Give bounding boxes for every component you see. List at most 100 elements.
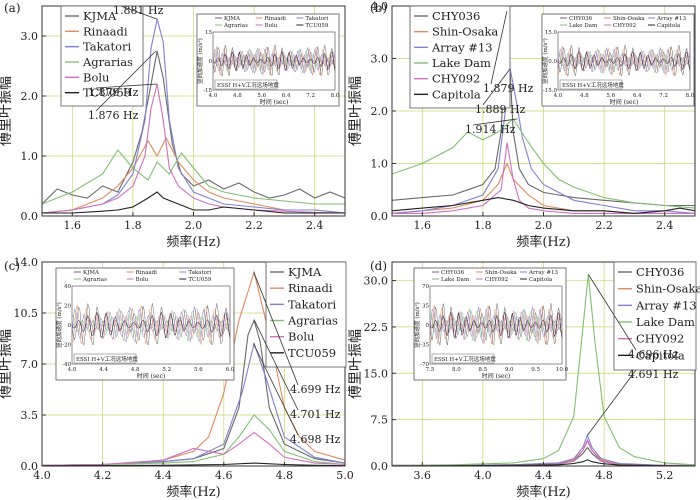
inset-y-axis-label: 竖向加速度 (m/s²) xyxy=(196,38,204,84)
x-tick-label: 4.8 xyxy=(276,469,294,482)
series-line-lake-dam xyxy=(391,274,696,466)
inset-plot: CHY036 Shin-Osaka Array #13 Lake Dam CHY092 C… xyxy=(413,267,569,381)
annotation-arrow xyxy=(472,118,518,126)
inset-waveform xyxy=(557,47,691,74)
y-tick-label: 1.0 xyxy=(21,150,39,163)
x-tick-label: 4.0 xyxy=(33,469,51,482)
inset-legend-label: KJMA xyxy=(83,270,100,276)
annotation-arrow xyxy=(587,369,637,436)
y-tick-label: 7.0 xyxy=(21,358,39,371)
inset-legend-label: Takatori xyxy=(188,270,211,276)
inset-x-tick-label: 9.5 xyxy=(531,367,540,373)
series-line-agrarias xyxy=(41,414,346,466)
inset-caption-box xyxy=(431,353,495,364)
series-line-chy092 xyxy=(392,142,695,214)
inset-y-tick-label: 40 xyxy=(64,284,71,290)
y-tick-label: 4.0 xyxy=(371,0,389,13)
legend-label: Shin-Osaka xyxy=(432,25,498,39)
panel-d: 3.6 4.0 4.4 4.8 5.2 0.0 7.5 15.0 22.5 30.0 频率(Hz) 傅… xyxy=(348,259,700,500)
inset-y-axis-label: 竖向加速度 (m/s²) xyxy=(541,38,549,84)
inset-legend-label: Rinaadi xyxy=(136,270,158,276)
y-tick-label: 22.5 xyxy=(364,321,389,334)
inset-y-tick-label: -35 xyxy=(420,343,429,349)
legend-label: Bolu xyxy=(288,330,314,344)
inset-x-tick-label: 6.4 xyxy=(633,93,642,99)
y-tick-label: 15.0 xyxy=(364,367,389,380)
legend-label: Rinaadi xyxy=(83,24,128,38)
legend-label: CHY036 xyxy=(432,9,480,23)
inset-x-axis-label: 时间 (sec) xyxy=(610,98,639,106)
inset-x-tick-label: 8.0 xyxy=(686,93,695,99)
x-axis-label: 频率(Hz) xyxy=(166,234,220,250)
inset-y-tick-label: -70 xyxy=(420,362,429,368)
inset-legend-label: Bolu xyxy=(265,23,278,29)
inset-waveform xyxy=(429,303,563,346)
inset-x-tick-label: 4.8 xyxy=(233,93,242,99)
inset-waveform xyxy=(557,46,691,75)
legend-label: CHY092 xyxy=(636,332,684,346)
inset-legend-label: Array #13 xyxy=(528,270,558,276)
legend-box xyxy=(613,261,697,371)
inset-waveform xyxy=(71,311,231,339)
x-tick-label: 1.6 xyxy=(414,219,432,232)
legend-label: TCU059 xyxy=(83,86,131,100)
inset-y-axis-label: 竖向加速度 (m/s²) xyxy=(55,302,63,348)
y-tick-label: 0.0 xyxy=(371,210,389,223)
inset-y-tick-label: -40 xyxy=(62,362,71,368)
series-line-tcu059 xyxy=(42,191,345,214)
inset-legend-label: Bolu xyxy=(136,277,149,283)
x-tick-label: 2.2 xyxy=(595,219,613,232)
legend-label: KJMA xyxy=(288,265,322,279)
annotation-arrow xyxy=(253,343,299,436)
y-tick-label: 3.0 xyxy=(371,53,389,66)
inset-x-axis-label: 时间 (sec) xyxy=(137,372,166,380)
x-tick-label: 3.6 xyxy=(414,469,432,482)
inset-y-tick-label: 0 xyxy=(68,323,72,329)
inset-plot: CHY036 Shin-Osaka Array #13 Lake Dam CHY092 C… xyxy=(541,13,695,107)
series-line-agrarias xyxy=(41,149,345,205)
inset-plot: KJMA Rinaadi Takatori Agrarias Bolu TCU059 4.0… xyxy=(55,267,235,381)
inset-legend-label: Lake Dam xyxy=(569,23,598,29)
annotation-arrow xyxy=(253,272,299,386)
annotation-label: 1.889 Hz xyxy=(475,103,526,116)
x-tick-label: 5.0 xyxy=(336,469,354,482)
inset-x-tick-label: 8.5 xyxy=(478,367,487,373)
inset-y-tick-label: 15 xyxy=(205,30,212,36)
annotation-label: 4.698 Hz xyxy=(290,433,341,446)
legend-label: TCU059 xyxy=(288,346,336,360)
y-tick-label: 14.0 xyxy=(14,256,39,269)
inset-y-tick-label: 35 xyxy=(422,304,429,310)
annotation-label: 4.696 Hz xyxy=(628,348,679,361)
legend-label: Rinaadi xyxy=(288,281,333,295)
panel-b: 1.6 1.8 2.0 2.2 2.4 0.0 1.0 2.0 3.0 4.0 频率(Hz) 傅里叶振… xyxy=(348,0,696,250)
inset-caption: ESSI H+V工况远场地震 xyxy=(434,355,496,363)
inset-legend-label: CHY092 xyxy=(485,277,508,283)
inset-x-tick-label: 7.2 xyxy=(659,93,668,99)
inset-x-tick-label: 5.2 xyxy=(162,367,171,373)
annotation-arrow xyxy=(588,274,637,351)
inset-x-tick-label: 4.0 xyxy=(554,93,563,99)
series-line-array-13 xyxy=(391,68,696,214)
inset-x-tick-label: 5.6 xyxy=(606,93,615,99)
legend-box xyxy=(265,261,347,368)
y-tick-label: 3.5 xyxy=(21,409,39,422)
x-tick-label: 1.8 xyxy=(124,219,142,232)
x-tick-label: 1.8 xyxy=(474,219,492,232)
legend-label: Capitola xyxy=(432,87,481,101)
inset-waveform xyxy=(557,44,691,77)
legend-label: Takatori xyxy=(83,40,132,54)
panel-c: 4.0 4.2 4.4 4.6 4.8 5.0 0.0 3.5 7.0 10.5 14.0 频率(Hz… xyxy=(0,256,354,500)
inset-y-tick-label: -20 xyxy=(62,343,71,349)
y-tick-label: 30.0 xyxy=(364,275,389,288)
panel-label: (d) xyxy=(370,259,387,273)
y-axis-label: 傅里叶振幅 xyxy=(0,76,14,146)
inset-x-tick-label: 9.0 xyxy=(505,367,514,373)
y-axis-label: 傅里叶振幅 xyxy=(0,329,14,399)
y-tick-label: 10.5 xyxy=(14,307,39,320)
x-axis-label: 频率(Hz) xyxy=(516,484,570,500)
panel-a: 1.6 1.8 2.0 2.2 2.4 0.0 1.0 2.0 3.0 频率(Hz) 傅里叶振幅 (a… xyxy=(0,1,346,250)
x-tick-label: 2.0 xyxy=(185,219,203,232)
inset-x-axis-label: 时间 (sec) xyxy=(260,98,289,106)
inset-legend-label: Array #13 xyxy=(656,16,686,22)
